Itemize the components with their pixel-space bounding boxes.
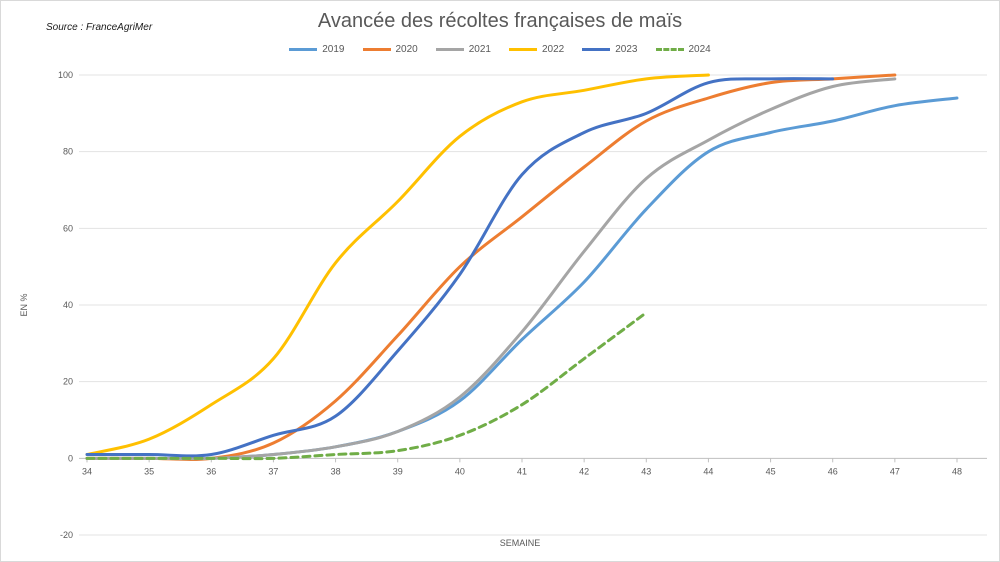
series-line-2024 [85, 311, 648, 461]
y-tick-label: 60 [63, 223, 73, 233]
legend: 2019 2020 2021 2022 2023 2024 [0, 44, 1000, 55]
x-tick-label: 34 [82, 466, 92, 476]
legend-item-2023: 2023 [582, 44, 638, 55]
y-tick-label: 40 [63, 300, 73, 310]
legend-label: 2020 [395, 44, 418, 55]
x-tick-label: 44 [703, 466, 713, 476]
legend-item-2022: 2022 [509, 44, 564, 55]
series-line-2023 [85, 77, 835, 458]
y-tick-label: 100 [58, 70, 73, 80]
x-tick-label: 45 [766, 466, 776, 476]
x-tick-label: 43 [641, 466, 651, 476]
x-tick-label: 36 [206, 466, 216, 476]
x-tick-label: 47 [890, 466, 900, 476]
x-tick-label: 37 [268, 466, 278, 476]
legend-label: 2019 [322, 44, 345, 55]
y-tick-label: 0 [68, 453, 73, 463]
legend-label: 2021 [468, 44, 491, 55]
legend-item-2020: 2020 [362, 44, 418, 55]
x-tick-label: 48 [952, 466, 962, 476]
chart-title: Avancée des récoltes françaises de maïs [317, 10, 683, 32]
legend-swatch [655, 48, 684, 51]
y-tick-label: 20 [63, 377, 73, 387]
legend-swatch [509, 48, 537, 51]
x-tick-label: 41 [517, 466, 527, 476]
series-line-2022 [85, 73, 710, 456]
x-tick-label: 39 [393, 466, 403, 476]
y-tick-label: 80 [63, 147, 73, 157]
legend-item-2024: 2024 [655, 44, 711, 55]
legend-swatch [582, 48, 611, 51]
y-tick-label: -20 [60, 530, 73, 540]
legend-label: 2023 [615, 44, 638, 55]
x-tick-label: 46 [828, 466, 838, 476]
x-tick-label: 42 [579, 466, 589, 476]
x-tick-label: 35 [144, 466, 154, 476]
source-note: Source : FranceAgriMer [46, 22, 153, 33]
legend-swatch [435, 48, 464, 51]
series-line-2021 [85, 77, 897, 461]
legend-swatch [289, 48, 318, 51]
legend-item-2021: 2021 [435, 44, 491, 55]
series-line-2020 [85, 73, 897, 461]
legend-item-2019: 2019 [289, 44, 345, 55]
x-axis-label: SEMAINE [499, 538, 541, 548]
legend-label: 2024 [688, 44, 711, 55]
legend-swatch [362, 48, 391, 51]
legend-label: 2022 [542, 44, 565, 55]
x-tick-label: 40 [455, 466, 465, 476]
x-tick-label: 38 [331, 466, 341, 476]
